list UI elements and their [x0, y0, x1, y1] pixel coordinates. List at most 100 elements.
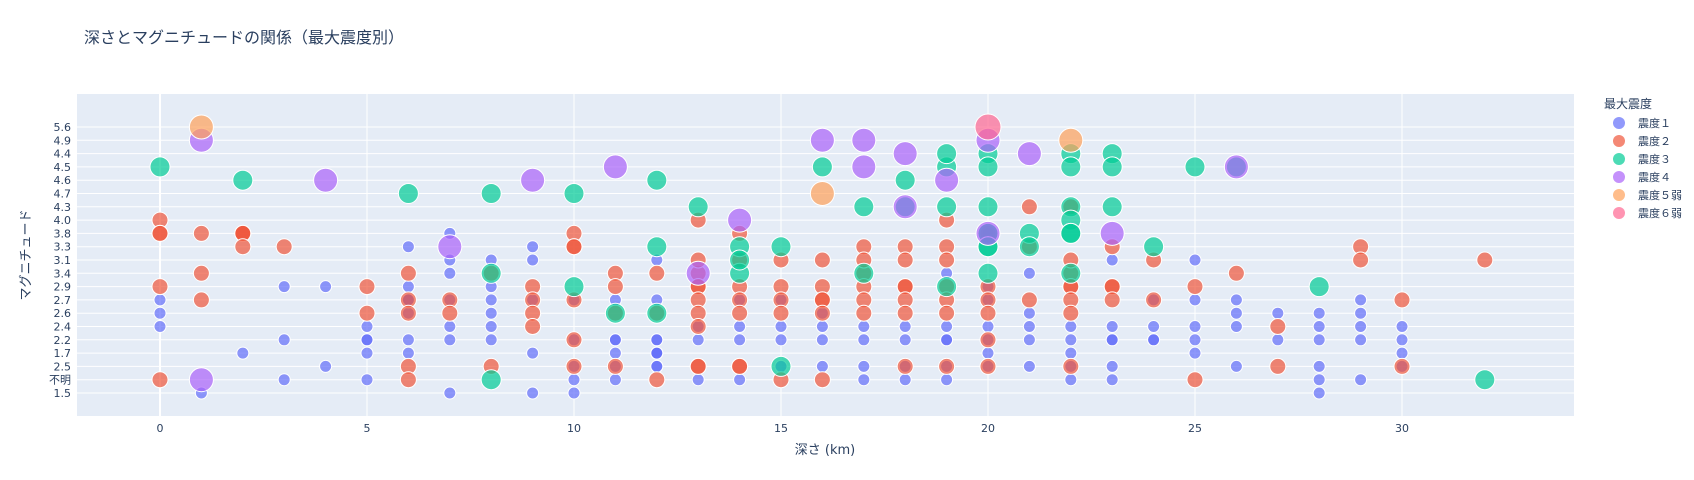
data-point — [1269, 318, 1287, 335]
data-point — [648, 371, 666, 389]
data-point — [608, 373, 622, 387]
y-tick-label: 3.4 — [54, 267, 72, 280]
y-tick-label: 2.2 — [54, 334, 72, 347]
data-point — [851, 154, 877, 180]
data-point — [1229, 359, 1243, 373]
data-point — [602, 154, 628, 180]
legend-title: 最大震度 — [1604, 96, 1652, 111]
data-point — [1022, 359, 1036, 373]
data-point — [1476, 251, 1494, 269]
y-tick-label: 4.0 — [54, 214, 72, 227]
data-point — [1143, 236, 1165, 258]
data-point — [277, 373, 291, 387]
data-point — [526, 253, 540, 267]
data-point — [358, 304, 376, 322]
data-point — [1022, 306, 1036, 320]
data-point — [1105, 333, 1119, 347]
data-point — [1354, 320, 1368, 333]
data-point — [1269, 357, 1287, 375]
data-point — [1229, 306, 1243, 320]
data-point — [1105, 373, 1119, 387]
data-point — [898, 333, 912, 347]
data-point — [774, 333, 788, 347]
data-point — [892, 194, 918, 220]
data-point — [650, 333, 664, 347]
data-point — [809, 181, 835, 206]
data-point — [1020, 291, 1038, 309]
legend-marker — [1613, 171, 1625, 183]
y-tick-label: 不明 — [49, 374, 71, 387]
legend-marker — [1613, 135, 1625, 147]
data-point — [646, 169, 668, 191]
data-point — [565, 357, 583, 375]
data-point — [480, 183, 502, 204]
x-tick-label: 15 — [774, 422, 788, 435]
y-tick-label: 4.7 — [54, 188, 72, 201]
data-point — [1186, 371, 1204, 389]
data-point — [484, 320, 498, 333]
data-point — [399, 264, 417, 282]
data-point — [729, 249, 751, 271]
data-points — [149, 113, 1496, 400]
data-point — [526, 386, 540, 400]
data-point — [399, 371, 417, 389]
data-point — [1271, 333, 1285, 347]
y-tick-label: 4.5 — [54, 161, 72, 174]
data-point — [1354, 333, 1368, 347]
y-tick-label: 2.6 — [54, 307, 72, 320]
data-point — [192, 291, 210, 309]
data-point — [443, 386, 457, 400]
x-tick-label: 5 — [364, 422, 371, 435]
data-point — [853, 262, 875, 284]
data-point — [813, 251, 831, 269]
data-point — [526, 346, 540, 360]
data-point — [1184, 156, 1206, 178]
data-point — [1229, 293, 1243, 307]
data-point — [1060, 156, 1082, 178]
data-point — [149, 156, 171, 178]
data-point — [813, 371, 831, 389]
x-tick-label: 25 — [1188, 422, 1202, 435]
data-point — [1105, 253, 1119, 267]
data-point — [1188, 253, 1202, 267]
data-point — [1312, 320, 1326, 333]
data-point — [940, 320, 954, 333]
data-point — [851, 127, 877, 153]
data-point — [979, 304, 997, 322]
y-tick-label: 4.4 — [54, 148, 72, 161]
data-point — [1018, 236, 1040, 258]
data-point — [938, 251, 956, 269]
data-point — [855, 304, 873, 322]
data-point — [938, 304, 956, 322]
data-point — [1147, 320, 1161, 333]
x-axis-title: 深さ (km) — [795, 443, 855, 458]
data-point — [437, 234, 463, 260]
data-point — [691, 373, 705, 387]
data-point — [936, 196, 958, 218]
y-axis-title: マグニチュード — [19, 209, 34, 300]
data-point — [484, 333, 498, 347]
data-point — [1229, 320, 1243, 333]
y-tick-label: 2.4 — [54, 321, 72, 334]
legend-marker — [1613, 207, 1625, 219]
y-tick-label: 4.6 — [54, 174, 72, 187]
data-point — [857, 359, 871, 373]
data-point — [1188, 293, 1202, 307]
data-point — [480, 262, 502, 284]
data-point — [1020, 198, 1038, 216]
data-point — [277, 333, 291, 347]
series-5 — [974, 113, 1002, 141]
data-point — [1312, 306, 1326, 320]
data-point — [733, 320, 747, 333]
y-tick-label: 2.5 — [54, 360, 72, 373]
legend-label: 震度２ — [1638, 134, 1671, 148]
data-point — [975, 220, 1001, 246]
data-point — [974, 113, 1002, 141]
data-point — [360, 373, 374, 387]
data-point — [1395, 333, 1409, 347]
data-point — [565, 331, 583, 349]
data-point — [520, 167, 546, 193]
data-point — [938, 357, 956, 375]
data-point — [567, 386, 581, 400]
